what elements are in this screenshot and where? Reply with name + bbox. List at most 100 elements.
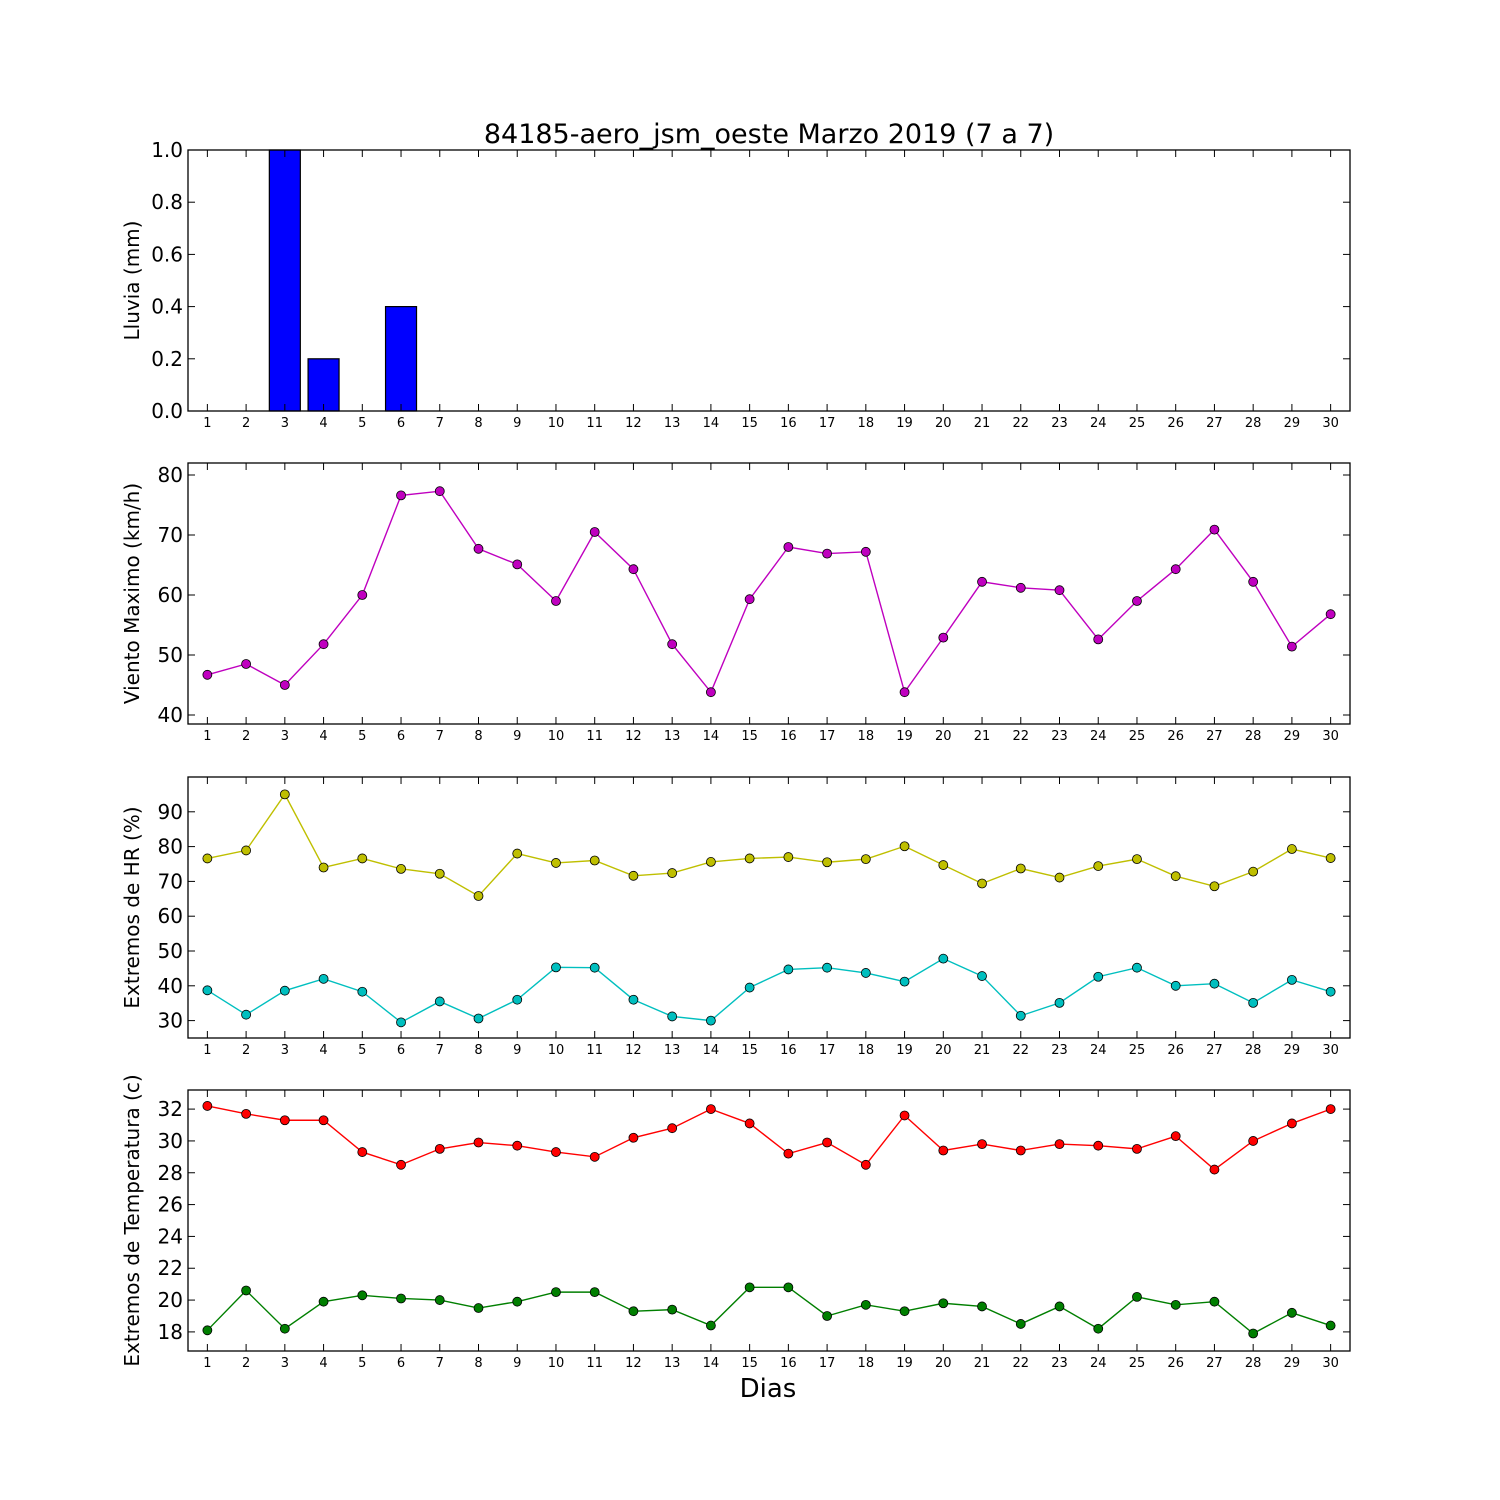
x-tick-label: 2: [242, 729, 250, 744]
series-2-line: [206, 1286, 1331, 1335]
series-1-point-day-14: [706, 687, 716, 698]
series-2-point-day-22: [1015, 1010, 1026, 1021]
series-1-point-day-10: [551, 858, 561, 868]
y-tick-label: 60: [158, 904, 183, 928]
series-1-point-day-22: [1015, 863, 1026, 874]
series-2-point-day-24: [1093, 1323, 1104, 1334]
series-2-point-day-23: [1054, 997, 1065, 1008]
series-2-point-day-10: [551, 962, 561, 973]
x-tick-label: 26: [1167, 1356, 1184, 1371]
x-tick-label: 25: [1129, 1043, 1146, 1058]
x-tick-label: 8: [474, 1043, 482, 1058]
series-2-point-day-6: [396, 1017, 406, 1028]
x-tick-label: 27: [1206, 416, 1223, 431]
series-1-point-day-24: [1093, 634, 1104, 645]
x-tick-label: 13: [664, 1043, 681, 1058]
y-tick-label: 80: [158, 835, 183, 859]
x-tick-label: 15: [741, 1356, 758, 1371]
series-1-point-day-29: [1287, 641, 1297, 652]
x-tick-label: 1: [203, 416, 211, 431]
x-tick-label: 21: [974, 1356, 991, 1371]
series-1-point-day-27: [1209, 524, 1220, 535]
x-tick-label: 3: [281, 416, 289, 431]
series-1-point-day-18: [860, 854, 871, 865]
y-axis-label: Extremos de HR (%): [120, 806, 144, 1008]
bar-day-3: [268, 149, 301, 412]
x-tick-label: 22: [1012, 416, 1029, 431]
x-tick-label: 29: [1284, 1043, 1301, 1058]
plot-frame: [187, 776, 1351, 1039]
x-tick-label: 21: [974, 1043, 991, 1058]
series-1-point-day-15: [744, 853, 755, 864]
y-tick-label: 70: [158, 869, 183, 893]
series-1-line: [207, 793, 1331, 897]
y-tick-label: 60: [158, 583, 183, 607]
y-axis-label: Lluvia (mm): [120, 221, 144, 341]
series-1-point-day-25: [1132, 1143, 1142, 1154]
x-tick-label: 19: [896, 416, 913, 431]
series-1-point-day-26: [1170, 564, 1181, 575]
x-tick-label: 2: [242, 1043, 250, 1058]
x-tick-label: 18: [858, 729, 875, 744]
x-tick-label: 27: [1206, 1356, 1223, 1371]
x-tick-label: 30: [1322, 1356, 1339, 1371]
x-tick-label: 8: [474, 729, 482, 744]
x-tick-label: 26: [1167, 1043, 1184, 1058]
x-tick-label: 25: [1129, 729, 1146, 744]
series-1-point-day-25: [1132, 854, 1142, 865]
bar-day-4: [307, 358, 340, 412]
series-2-point-day-30: [1325, 1320, 1336, 1331]
x-tick-label: 13: [664, 729, 681, 744]
series-1-point-day-18: [860, 1159, 871, 1170]
series-1-point-day-29: [1287, 844, 1297, 854]
series-2-point-day-18: [860, 1299, 871, 1310]
x-tick-label: 19: [896, 1356, 913, 1371]
x-tick-label: 3: [281, 1043, 289, 1058]
series-1-point-day-26: [1170, 1131, 1181, 1142]
x-tick-label: 11: [586, 416, 603, 431]
y-tick-label: 80: [158, 463, 183, 487]
series-2-point-day-27: [1209, 978, 1220, 989]
series-2-point-day-20: [938, 953, 949, 964]
x-tick-label: 12: [625, 1356, 642, 1371]
series-1-point-day-8: [473, 1137, 484, 1148]
x-tick-label: 4: [319, 1043, 327, 1058]
series-1-point-day-15: [744, 1118, 755, 1129]
series-1-point-day-30: [1325, 853, 1336, 863]
series-2-point-day-26: [1170, 1299, 1181, 1310]
x-tick-label: 12: [625, 416, 642, 431]
x-tick-label: 9: [513, 416, 521, 431]
y-tick-label: 28: [158, 1161, 183, 1185]
series-2-point-day-8: [473, 1013, 484, 1024]
bar-day-6: [384, 306, 418, 412]
series-2-point-day-9: [512, 994, 523, 1005]
series-1-point-day-26: [1170, 871, 1181, 882]
series-2-point-day-11: [589, 962, 600, 973]
series-1-point-day-8: [473, 543, 484, 554]
series-1-point-day-6: [396, 863, 406, 874]
x-tick-label: 6: [397, 1356, 405, 1371]
series-1-point-day-4: [318, 639, 329, 650]
y-tick-label: 24: [158, 1224, 183, 1248]
series-1-point-day-10: [551, 1147, 561, 1157]
x-tick-label: 20: [935, 729, 952, 744]
x-tick-label: 3: [281, 729, 289, 744]
x-tick-label: 4: [319, 1356, 327, 1371]
series-1-line: [207, 490, 1332, 694]
series-2-point-day-26: [1170, 980, 1181, 991]
x-tick-label: 13: [664, 1356, 681, 1371]
x-tick-label: 19: [896, 1043, 913, 1058]
series-2-point-day-18: [860, 968, 871, 978]
x-tick-label: 9: [513, 729, 521, 744]
series-2-point-day-7: [434, 1295, 445, 1305]
x-tick-label: 10: [548, 1356, 565, 1371]
x-tick-label: 18: [858, 416, 875, 431]
series-2-point-day-15: [744, 982, 755, 993]
x-tick-label: 11: [586, 1043, 603, 1058]
x-tick-label: 1: [203, 1043, 211, 1058]
y-axis-label: Viento Maximo (km/h): [120, 483, 144, 704]
x-tick-label: 14: [703, 416, 720, 431]
series-1-point-day-17: [822, 548, 832, 559]
series-2-point-day-16: [783, 964, 794, 975]
